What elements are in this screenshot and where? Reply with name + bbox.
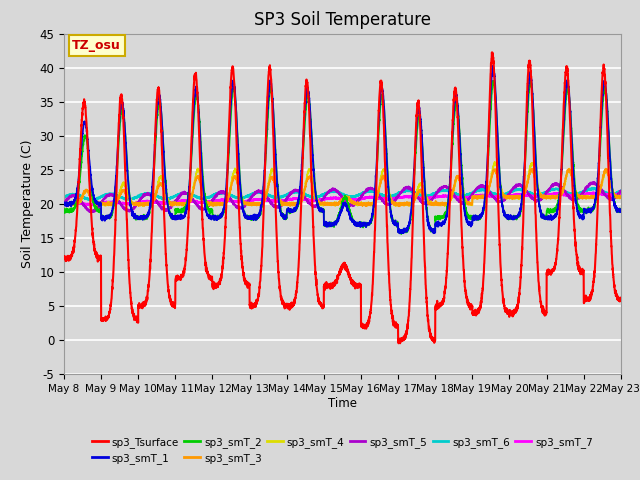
Legend: sp3_Tsurface, sp3_smT_1, sp3_smT_2, sp3_smT_3, sp3_smT_4, sp3_smT_5, sp3_smT_6, : sp3_Tsurface, sp3_smT_1, sp3_smT_2, sp3_…: [88, 432, 597, 468]
Title: SP3 Soil Temperature: SP3 Soil Temperature: [254, 11, 431, 29]
Text: TZ_osu: TZ_osu: [72, 39, 121, 52]
X-axis label: Time: Time: [328, 397, 357, 410]
Y-axis label: Soil Temperature (C): Soil Temperature (C): [21, 140, 34, 268]
